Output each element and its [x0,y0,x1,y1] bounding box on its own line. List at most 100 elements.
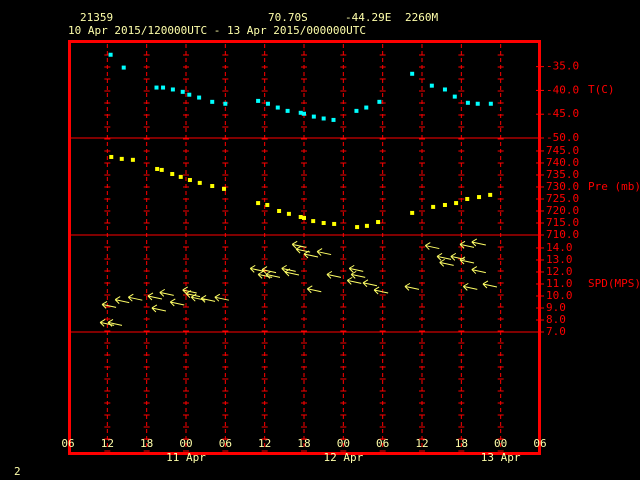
data-point [354,108,359,113]
data-point [119,156,124,161]
wind-arrow [471,266,486,274]
data-point [488,101,493,106]
wind-arrow [303,250,319,259]
data-point [302,215,306,220]
data-point [170,172,175,177]
wind-arrow [459,256,475,265]
data-point [130,157,135,162]
data-point [178,174,183,179]
data-point [109,154,114,159]
data-point [364,105,369,110]
y-tick-label: 715.0 [546,216,579,229]
data-point [286,211,291,216]
data-point [197,95,202,100]
data-point [155,166,160,171]
data-point [159,167,164,172]
y-tick-label: 12.0 [546,265,573,278]
wind-arrow [169,298,185,307]
data-point [108,52,113,57]
wind-arrow [257,270,273,279]
period: 10 Apr 2015/120000UTC - 13 Apr 2015/0000… [68,24,366,37]
wind-arrow [291,240,307,249]
data-point [429,83,434,88]
data-point [121,65,126,70]
data-point [475,101,480,106]
data-point [187,92,192,97]
data-point [331,117,336,122]
data-point [154,85,159,90]
wind-arrow [362,279,378,288]
wind-arrow [316,248,332,256]
wind-arrow [436,252,452,261]
wind-arrow [348,264,364,273]
wind-arrow [265,270,281,279]
wind-arrow [306,285,322,294]
data-point [197,180,202,185]
data-point [311,114,316,119]
data-point [452,94,457,99]
data-point [442,202,447,207]
date-label: 11 Apr [166,451,206,464]
latitude: 70.70S [268,11,308,24]
y-tick-label: 8.0 [546,313,566,326]
data-point [187,178,192,183]
y-tick-label: -35.0 [546,60,579,73]
data-point [477,195,482,200]
wind-arrow [127,293,143,302]
data-point [210,99,215,104]
data-point [161,85,166,90]
axis-label: SPD(MPS) [588,277,640,290]
data-point [321,220,326,225]
data-point [355,225,360,230]
x-tick-label: 06 [533,437,546,450]
y-tick-label: 730.0 [546,180,579,193]
data-point [321,116,326,121]
elevation: 2260M [405,11,438,24]
y-tick-label: 745.0 [546,144,579,157]
y-tick-label: 710.0 [546,228,579,241]
y-tick-label: 11.0 [546,277,573,290]
data-point [298,214,303,219]
data-point [277,208,282,213]
y-tick-label: 14.0 [546,241,573,254]
data-point [222,186,227,191]
data-point [465,100,470,105]
wind-arrow [107,318,123,327]
y-tick-label: 9.0 [546,301,566,314]
data-point [223,101,228,106]
data-point [298,110,303,115]
wind-arrow [482,280,498,289]
data-point [332,221,337,226]
data-point [488,192,493,197]
axis-label: T(C) [588,83,615,96]
wind-arrow [101,300,117,309]
wind-arrow [459,240,475,249]
data-point [256,98,261,103]
data-point [210,184,215,189]
y-tick-label: 13.0 [546,253,573,266]
y-tick-label: -45.0 [546,107,579,120]
data-point [410,71,415,76]
wind-arrow [159,288,174,297]
axis-label: Pre (mb) [588,180,640,193]
y-tick-label: 740.0 [546,156,579,169]
data-point [431,204,436,209]
wind-arrow [147,292,163,301]
y-tick-label: 735.0 [546,168,579,181]
data-point [265,101,270,106]
wind-arrow [424,242,440,250]
data-point [275,105,280,110]
y-tick-label: 7.0 [546,325,566,338]
longitude: -44.29E [345,11,391,24]
wind-arrow [439,258,454,267]
data-point [377,99,382,104]
wind-arrow [249,264,265,273]
wind-arrow [346,276,362,285]
data-point [265,202,270,207]
wind-arrow [200,294,216,303]
wind-arrow [214,293,229,302]
wind-arrow [462,282,478,291]
data-point [410,210,415,215]
wind-arrow [326,270,342,279]
date-label: 13 Apr [481,451,521,464]
